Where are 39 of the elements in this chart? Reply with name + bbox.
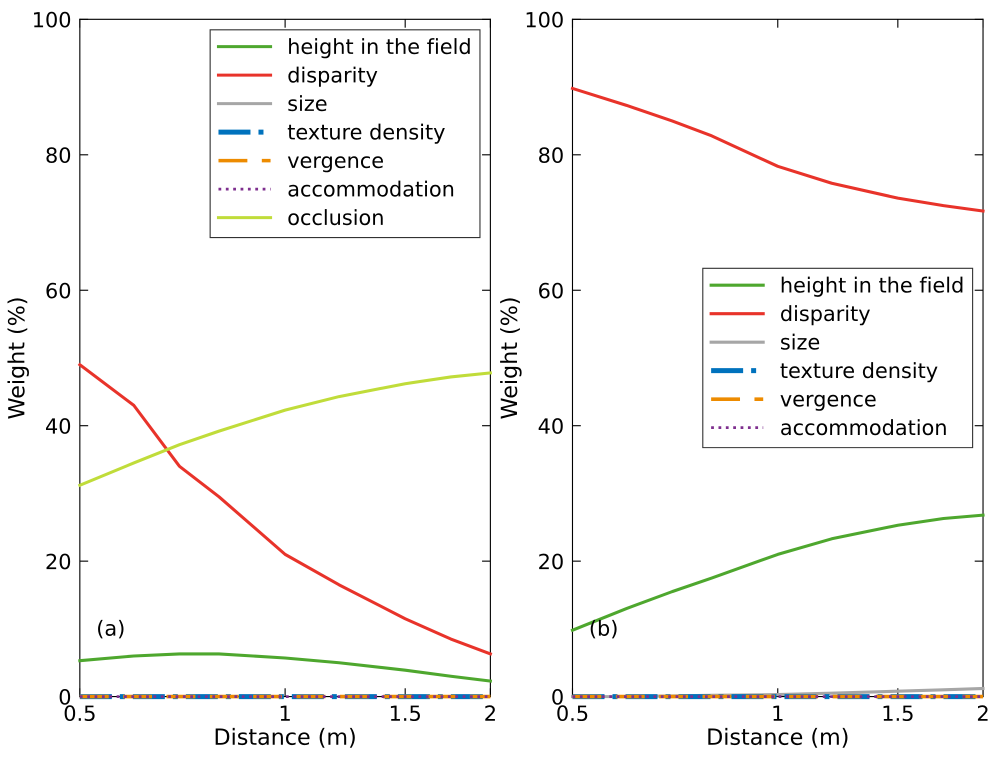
legend-label: accommodation — [288, 180, 454, 197]
x-tick-label: 2 — [978, 705, 988, 721]
legend-label: occlusion — [288, 209, 383, 226]
legend-label: accommodation — [781, 419, 946, 436]
legend-label: vergence — [780, 394, 876, 411]
x-tick-label: 1.5 — [884, 706, 913, 722]
y-tick-label: 60 — [46, 282, 70, 298]
y-tick-label: 100 — [34, 12, 70, 28]
x-axis-title: Distance (m) — [708, 728, 848, 748]
x-tick-label: 0.5 — [64, 705, 95, 722]
y-tick-label: 0 — [552, 689, 563, 705]
y-tick-label: 40 — [538, 418, 563, 434]
y-tick-label: 0 — [60, 689, 70, 705]
x-tick-label: 2 — [485, 705, 495, 721]
y-tick-label: 40 — [46, 418, 70, 434]
y-axis-title: Weight (%) — [500, 298, 522, 419]
x-tick-label: 0.5 — [557, 705, 588, 722]
legend-label: vergence — [288, 156, 383, 172]
y-tick-label: 80 — [539, 147, 563, 164]
annotation: (b) — [590, 620, 617, 638]
legend-label: height in the field — [782, 276, 962, 297]
y-tick-label: 80 — [46, 147, 70, 164]
legend-label: disparity — [781, 305, 870, 326]
y-tick-label: 60 — [539, 282, 563, 298]
legend-label: texture density — [780, 362, 938, 382]
legend-label: height in the field — [289, 38, 470, 58]
annotation: (a) — [98, 620, 124, 638]
legend-label: size — [781, 334, 820, 350]
y-axis-title: Weight (%) — [7, 298, 29, 419]
x-tick-label: 1.5 — [390, 706, 420, 722]
legend-label: texture density — [288, 124, 445, 144]
y-tick-label: 20 — [539, 554, 563, 570]
x-tick-label: 1 — [773, 706, 782, 721]
x-axis-title: Distance (m) — [216, 728, 355, 748]
legend-label: disparity — [288, 66, 378, 87]
y-tick-label: 100 — [526, 12, 563, 28]
y-tick-label: 20 — [46, 554, 70, 570]
legend-label: size — [288, 95, 327, 112]
x-tick-label: 1 — [280, 706, 290, 721]
